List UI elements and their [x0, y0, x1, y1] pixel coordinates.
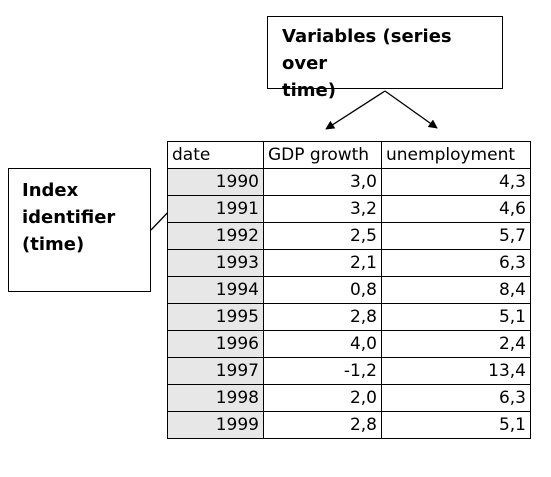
- index-callout: Index identifier (time): [8, 168, 151, 292]
- unemployment-cell: 5,1: [381, 411, 531, 439]
- gdp-cell: 2,8: [263, 411, 382, 439]
- table-row: 1996 4,0 2,4: [167, 330, 531, 358]
- index-cell: 1994: [167, 276, 264, 304]
- index-cell: 1998: [167, 384, 264, 412]
- unemployment-cell: 5,1: [381, 303, 531, 331]
- index-cell: 1990: [167, 168, 264, 196]
- gdp-cell: 3,0: [263, 168, 382, 196]
- unemployment-cell: 13,4: [381, 357, 531, 385]
- table-row: 1993 2,1 6,3: [167, 249, 531, 277]
- table-row: 1991 3,2 4,6: [167, 195, 531, 223]
- table-row: 1997 -1,2 13,4: [167, 357, 531, 385]
- table-row: 1998 2,0 6,3: [167, 384, 531, 412]
- unemployment-cell: 8,4: [381, 276, 531, 304]
- table-row: 1990 3,0 4,3: [167, 168, 531, 196]
- gdp-cell: 0,8: [263, 276, 382, 304]
- unemployment-cell: 6,3: [381, 384, 531, 412]
- gdp-cell: 2,1: [263, 249, 382, 277]
- unemployment-cell: 2,4: [381, 330, 531, 358]
- table-row: 1992 2,5 5,7: [167, 222, 531, 250]
- gdp-cell: 2,5: [263, 222, 382, 250]
- variables-callout: Variables (series over time): [267, 16, 503, 101]
- data-table: date GDP growth unemployment 1990 3,0 4,…: [167, 141, 531, 439]
- unemployment-cell: 6,3: [381, 249, 531, 277]
- gdp-cell: 4,0: [263, 330, 382, 358]
- variables-callout-line-1: Variables (series over: [282, 26, 452, 74]
- unemployment-cell: 4,3: [381, 168, 531, 196]
- table-row: 1999 2,8 5,1: [167, 411, 531, 439]
- table-row: 1995 2,8 5,1: [167, 303, 531, 331]
- header-unemployment: unemployment: [381, 141, 531, 169]
- index-cell: 1996: [167, 330, 264, 358]
- table-header-row: date GDP growth unemployment: [167, 141, 531, 169]
- gdp-cell: 2,8: [263, 303, 382, 331]
- index-cell: 1993: [167, 249, 264, 277]
- index-callout-line-2: identifier: [22, 207, 116, 228]
- index-cell: 1997: [167, 357, 264, 385]
- unemployment-cell: 5,7: [381, 222, 531, 250]
- variables-callout-line-2: time): [282, 80, 336, 101]
- unemployment-cell: 4,6: [381, 195, 531, 223]
- index-cell: 1991: [167, 195, 264, 223]
- index-callout-line-1: Index: [22, 180, 79, 201]
- gdp-cell: 2,0: [263, 384, 382, 412]
- index-callout-line-3: (time): [22, 234, 85, 255]
- index-cell: 1995: [167, 303, 264, 331]
- table-row: 1994 0,8 8,4: [167, 276, 531, 304]
- header-gdp-growth: GDP growth: [263, 141, 382, 169]
- header-date: date: [167, 141, 264, 169]
- index-cell: 1999: [167, 411, 264, 439]
- index-cell: 1992: [167, 222, 264, 250]
- gdp-cell: -1,2: [263, 357, 382, 385]
- gdp-cell: 3,2: [263, 195, 382, 223]
